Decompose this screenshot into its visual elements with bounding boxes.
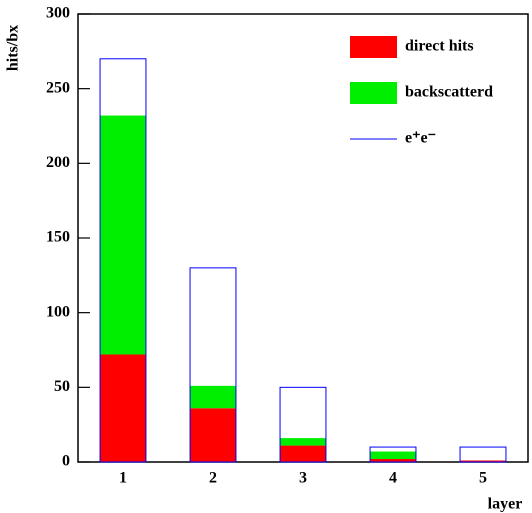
y-tick-label: 250 — [46, 79, 70, 96]
bar-segment — [280, 445, 326, 462]
bar-outline — [369, 446, 417, 463]
x-tick-label: 5 — [479, 470, 487, 487]
y-tick-label: 200 — [46, 154, 70, 171]
bar-outline — [99, 58, 147, 463]
legend-label: backscatterd — [405, 84, 493, 101]
x-tick-label: 1 — [119, 470, 127, 487]
y-axis-label: hits/bx — [5, 25, 22, 71]
x-tick-label: 3 — [299, 470, 307, 487]
bar-outline — [279, 386, 327, 463]
bar-segment — [100, 354, 146, 462]
bar-segment — [370, 451, 416, 460]
y-tick-label: 150 — [46, 229, 70, 246]
y-tick-label: 50 — [54, 378, 70, 395]
legend-swatch — [350, 36, 397, 58]
bar-segment — [370, 459, 416, 462]
bar-segment — [190, 408, 236, 462]
x-axis-label: layer — [488, 496, 523, 513]
y-tick-label: 300 — [46, 5, 70, 22]
bar-segment — [100, 115, 146, 355]
bar-outline — [189, 267, 237, 463]
legend-swatch — [350, 82, 397, 104]
y-tick-label: 100 — [46, 303, 70, 320]
legend-label: e⁺e⁻ — [405, 130, 436, 147]
x-tick-label: 4 — [389, 470, 397, 487]
legend-label: direct hits — [405, 38, 474, 55]
y-tick-label: 0 — [62, 453, 70, 470]
bar-segment — [280, 438, 326, 446]
x-tick-label: 2 — [209, 470, 217, 487]
bar-outline — [459, 446, 507, 463]
bar-segment — [190, 385, 236, 409]
bar-segment — [460, 460, 506, 462]
